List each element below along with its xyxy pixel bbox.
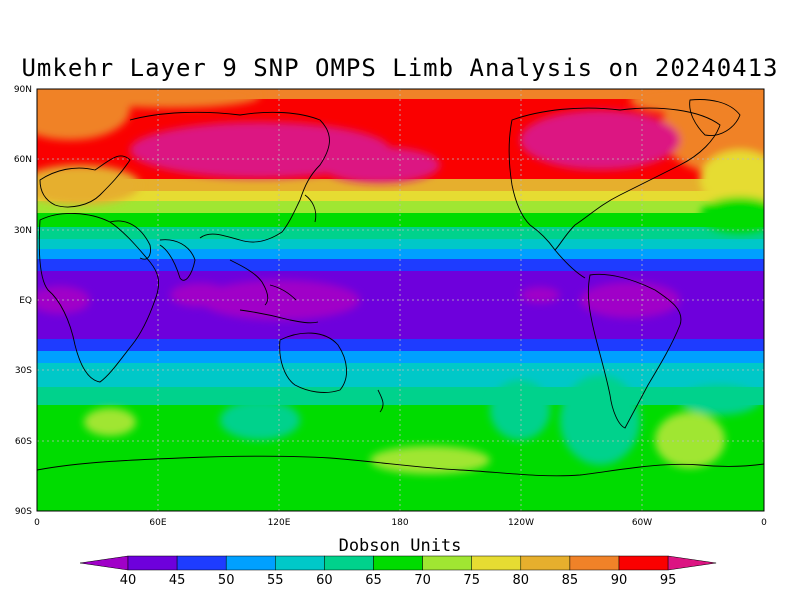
colorbar-left-arrow [79, 555, 129, 571]
colorbar-segment [275, 555, 325, 571]
lon-tick-label: 120E [268, 518, 291, 528]
colorbar-segment [618, 555, 669, 571]
colorbar-label: 50 [218, 573, 235, 588]
map-frame [36, 88, 765, 512]
colorbar-segment [176, 555, 227, 571]
colorbar-segment [471, 555, 522, 571]
lon-tick-label: 60W [632, 518, 652, 528]
lat-tick-label: 90N [14, 85, 32, 95]
colorbar-label: 85 [562, 573, 579, 588]
colorbar-label: 80 [513, 573, 530, 588]
coastlines [37, 99, 764, 477]
lon-tick-label: 60E [149, 518, 166, 528]
lat-tick-label: EQ [19, 296, 32, 306]
colorbar-labels: 40 45 50 55 60 65 70 75 80 85 90 95 [120, 573, 677, 588]
colorbar-segment [422, 555, 472, 571]
colorbar-label: 70 [414, 573, 431, 588]
lat-tick-label: 60S [15, 437, 32, 447]
colorbar-segment [324, 555, 374, 571]
lat-tick-label: 30S [15, 366, 32, 376]
map-title: Umkehr Layer 9 SNP OMPS Limb Analysis on… [21, 54, 779, 82]
lat-tick-label: 30N [14, 226, 32, 236]
colorbar-segment [569, 555, 620, 571]
colorbar-segment [127, 555, 178, 571]
colorbar-segment [520, 555, 571, 571]
lon-axis: 0 60E 120E 180 120W 60W 0 [34, 518, 767, 528]
colorbar-segment [373, 555, 423, 571]
lat-tick-label: 60N [14, 155, 32, 165]
colorbar-label: 40 [120, 573, 137, 588]
colorbar [79, 555, 717, 571]
lat-axis: 90N 60N 30N EQ 30S 60S 90S [14, 85, 32, 517]
colorbar-segment [225, 555, 276, 571]
colorbar-label: 65 [365, 573, 382, 588]
lon-tick-label: 120W [508, 518, 534, 528]
colorbar-label: 90 [611, 573, 628, 588]
lon-tick-label: 180 [391, 518, 408, 528]
lon-tick-label: 0 [761, 518, 767, 528]
lon-tick-label: 0 [34, 518, 40, 528]
colorbar-right-arrow [667, 555, 717, 571]
colorbar-label: 55 [267, 573, 284, 588]
lat-tick-label: 90S [15, 507, 32, 517]
colorbar-label: 75 [463, 573, 480, 588]
colorbar-label: 95 [660, 573, 677, 588]
colorbar-title: Dobson Units [338, 536, 462, 556]
colorbar-label: 60 [316, 573, 333, 588]
field-layer [37, 89, 764, 511]
colorbar-label: 45 [169, 573, 186, 588]
